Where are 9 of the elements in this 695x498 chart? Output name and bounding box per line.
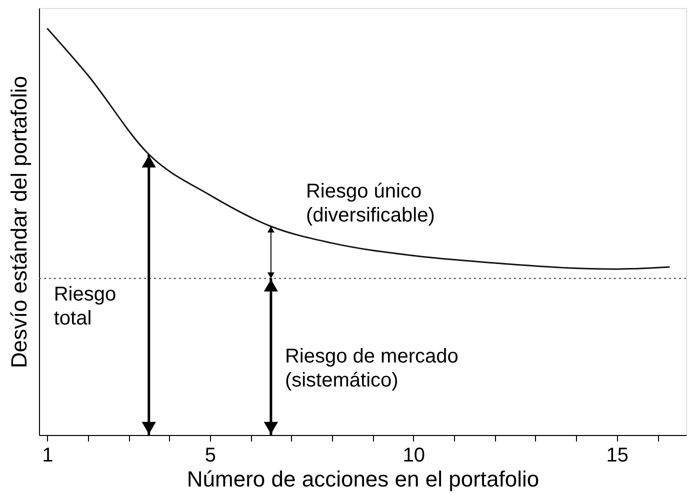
x-tick-label: 5 (204, 444, 216, 466)
x-tick-label: 15 (606, 444, 628, 466)
annotation: Riesgo de mercado (sistemático) (284, 346, 458, 392)
annotation: Riesgo total (54, 284, 116, 330)
annotation: Riesgo único (diversificable) (306, 180, 435, 226)
x-tick-label: 1 (42, 444, 54, 466)
y-axis-title: Desvío estándar del portafolio (6, 76, 32, 368)
x-axis-title: Número de acciones en el portafolio (186, 466, 540, 492)
x-tick-label: 10 (402, 444, 425, 466)
